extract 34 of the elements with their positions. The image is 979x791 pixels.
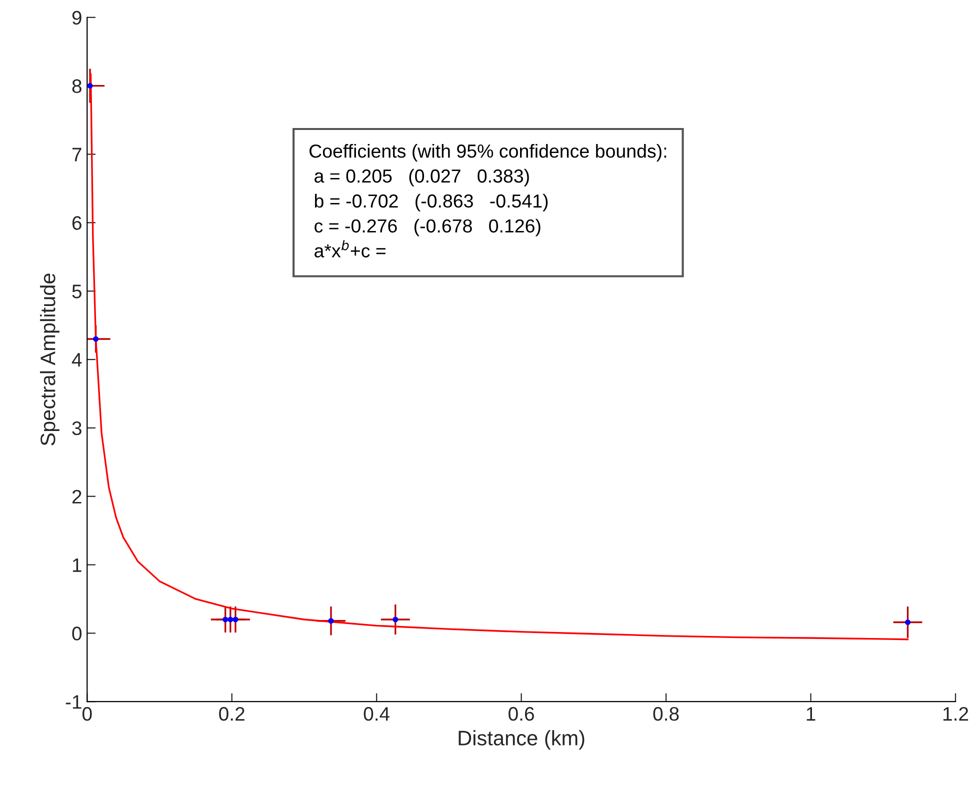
y-tick-label: 2 [72, 490, 82, 504]
y-tick-label: 0 [72, 626, 82, 640]
y-tick-label: 7 [72, 148, 82, 162]
point [392, 616, 398, 622]
x-tick-label: 0.2 [219, 706, 244, 721]
point [93, 336, 99, 342]
x-tick-label: 1 [806, 707, 816, 721]
y-tick-label: 9 [72, 10, 82, 25]
x-tick-label: 0.6 [508, 706, 534, 721]
y-tick-label: 5 [72, 284, 82, 298]
line-series [90, 73, 909, 640]
point [222, 616, 228, 622]
y-tick-label: 1 [72, 558, 82, 572]
y-tick-label: 6 [72, 216, 82, 230]
x-tick-label: 1.2 [943, 706, 968, 721]
y-axis-title: Spectral Amplitude [40, 274, 60, 446]
annotation: c = -0.276 (-0.678 0.126) [314, 218, 540, 236]
point [904, 619, 911, 626]
y-tick-label: 4 [72, 353, 82, 367]
x-tick-label: 0.8 [653, 706, 679, 721]
x-tick-label: 0 [82, 706, 92, 721]
point [232, 616, 238, 622]
x-axis-title: Distance (km) [458, 730, 584, 750]
point [328, 618, 334, 624]
x-tick-label: 0.4 [364, 706, 390, 721]
y-tick-label: 8 [72, 79, 82, 94]
point [228, 616, 234, 622]
point [87, 83, 93, 89]
annotation: a*x$^{b}$+c = [314, 240, 386, 258]
annotation: Coefficients (with 95% confidence bounds): [310, 144, 666, 162]
y-tick-label: -1 [66, 695, 82, 709]
y-tick-label: 3 [72, 421, 82, 436]
annotation: b = -0.702 (-0.863 -0.541) [314, 194, 548, 212]
annotation: a = 0.205 (0.027 0.383) [314, 168, 529, 186]
